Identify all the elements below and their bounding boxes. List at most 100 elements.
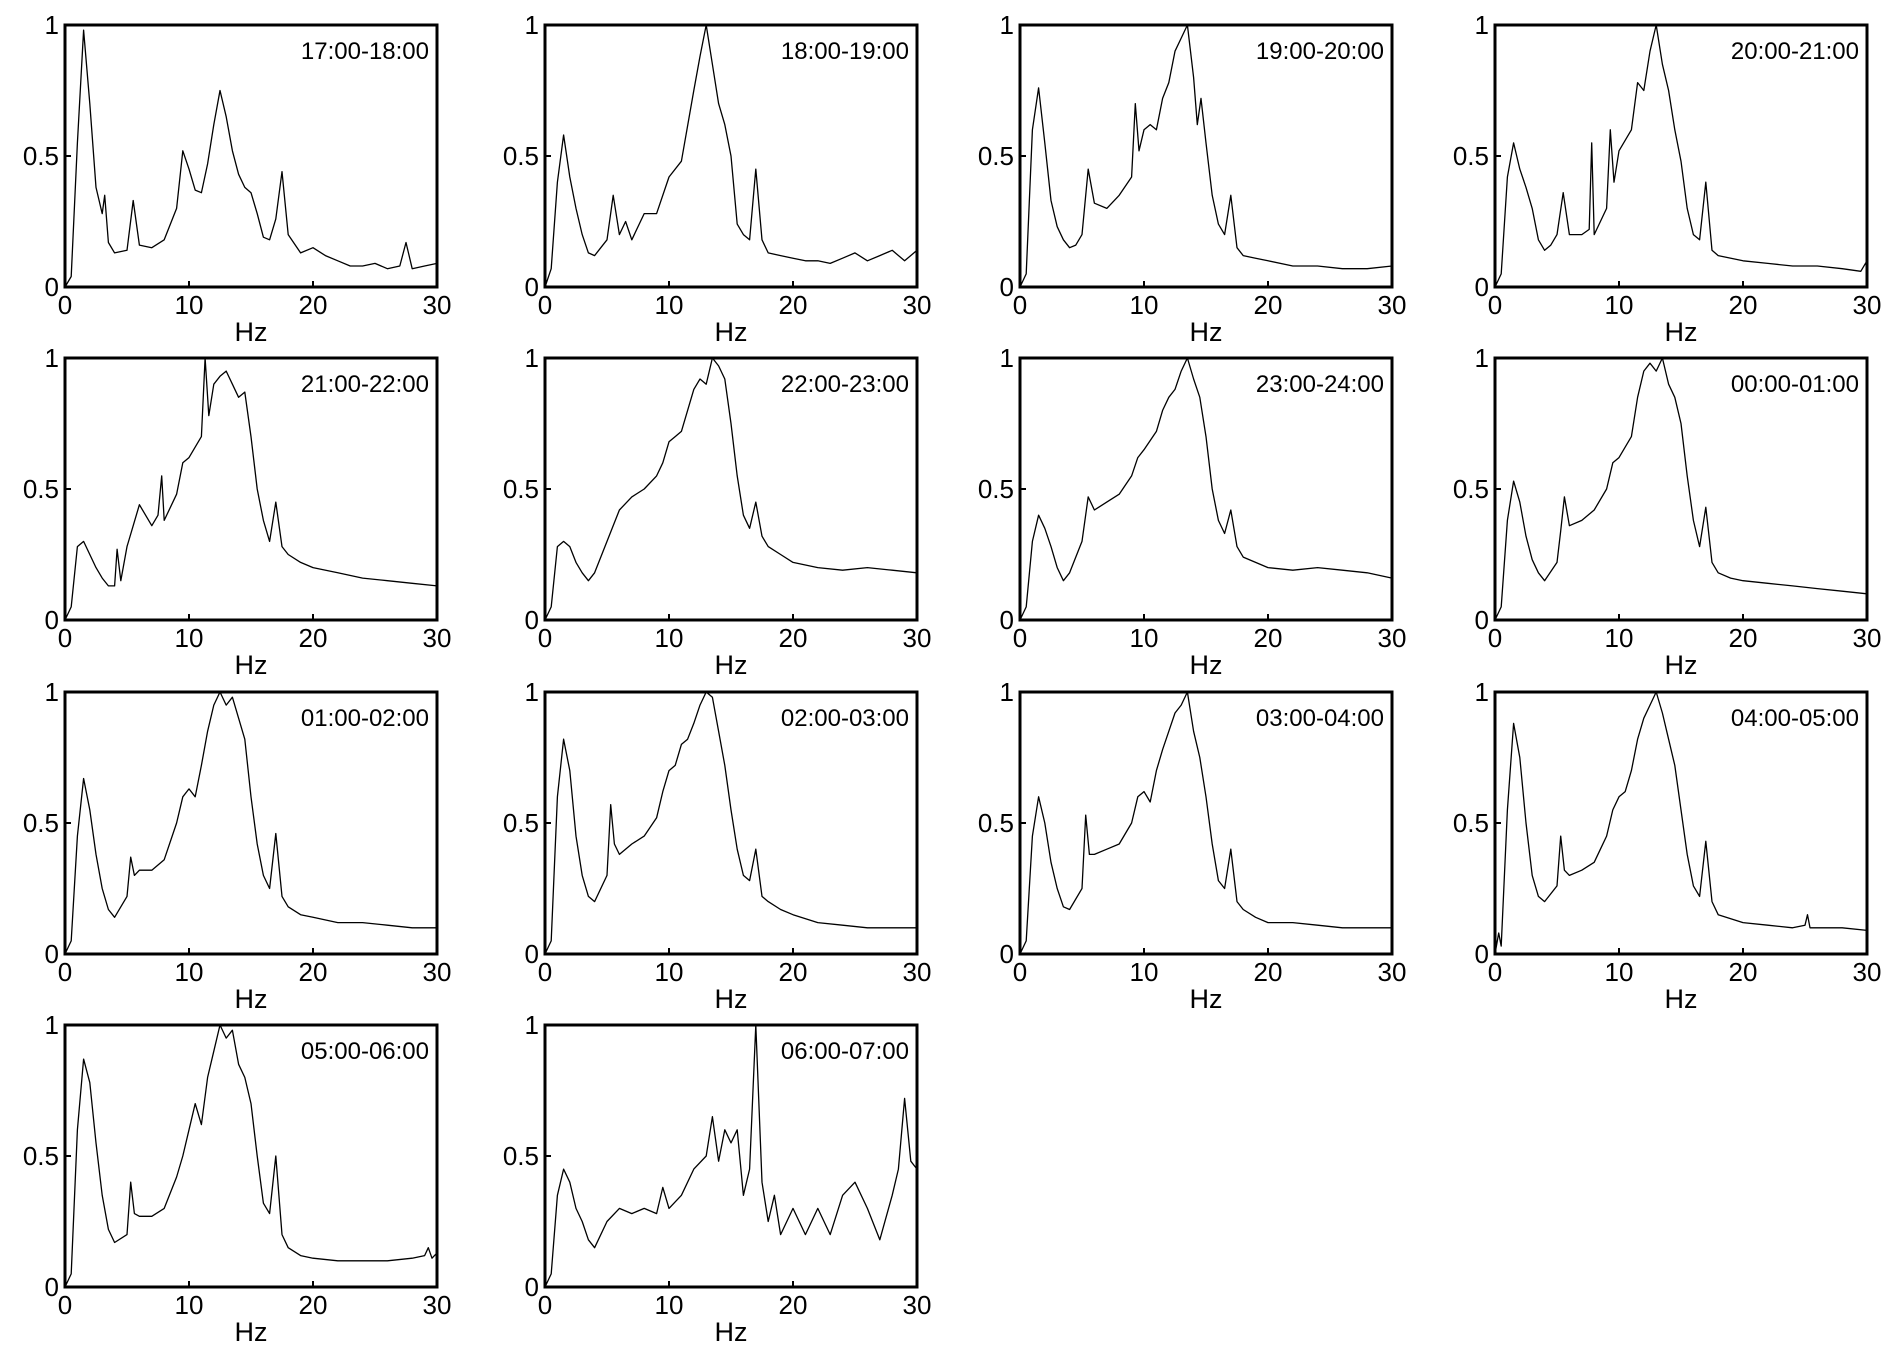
y-tick-label: 1 bbox=[525, 1010, 539, 1040]
x-tick-label: 10 bbox=[175, 623, 204, 653]
x-tick-label: 0 bbox=[1013, 623, 1027, 653]
y-tick-label: 0 bbox=[1475, 939, 1489, 969]
time-window-label: 00:00-01:00 bbox=[1731, 371, 1859, 398]
time-window-label: 19:00-20:00 bbox=[1256, 38, 1384, 65]
y-tick-label: 0.5 bbox=[23, 141, 59, 171]
spectrum-panel: 0 10 20 30 0 0.5 1 Hz 19:00-20:00 bbox=[978, 10, 1407, 347]
time-window-label: 20:00-21:00 bbox=[1731, 38, 1859, 65]
x-tick-label: 0 bbox=[538, 1290, 552, 1320]
x-tick-label: 20 bbox=[1729, 623, 1758, 653]
x-axis-label: Hz bbox=[715, 984, 748, 1014]
y-tick-label: 0 bbox=[525, 605, 539, 635]
x-axis-label: Hz bbox=[1665, 317, 1698, 347]
y-tick-label: 1 bbox=[45, 1010, 59, 1040]
spectrum-line bbox=[1019, 357, 1393, 621]
x-tick-label: 10 bbox=[1130, 623, 1159, 653]
x-axis-label: Hz bbox=[1665, 650, 1698, 680]
spectrum-line bbox=[544, 24, 918, 288]
spectrum-panel: 0 10 20 30 0 0.5 1 Hz 22:00-23:00 bbox=[503, 343, 932, 680]
y-tick-label: 0 bbox=[45, 1272, 59, 1302]
x-tick-label: 10 bbox=[175, 1290, 204, 1320]
x-tick-label: 0 bbox=[1488, 290, 1502, 320]
y-tick-label: 1 bbox=[45, 10, 59, 40]
y-tick-label: 0 bbox=[525, 272, 539, 302]
spectrum-line bbox=[1494, 24, 1868, 288]
y-tick-label: 0.5 bbox=[1453, 474, 1489, 504]
y-tick-label: 1 bbox=[525, 677, 539, 707]
x-tick-label: 0 bbox=[1013, 957, 1027, 987]
time-window-label: 23:00-24:00 bbox=[1256, 371, 1384, 398]
spectrum-panel: 0 10 20 30 0 0.5 1 Hz 23:00-24:00 bbox=[978, 343, 1407, 680]
x-tick-label: 30 bbox=[1853, 623, 1882, 653]
x-tick-label: 0 bbox=[1488, 623, 1502, 653]
time-window-label: 17:00-18:00 bbox=[301, 38, 429, 65]
y-tick-label: 1 bbox=[1475, 10, 1489, 40]
y-tick-label: 0.5 bbox=[503, 808, 539, 838]
x-tick-label: 10 bbox=[1130, 290, 1159, 320]
x-tick-label: 30 bbox=[1853, 957, 1882, 987]
spectrum-line bbox=[544, 691, 917, 955]
y-tick-label: 1 bbox=[1475, 677, 1489, 707]
x-tick-label: 30 bbox=[1853, 290, 1882, 320]
time-window-label: 18:00-19:00 bbox=[781, 38, 909, 65]
x-axis-label: Hz bbox=[235, 1317, 268, 1347]
spectrum-line bbox=[64, 1024, 438, 1288]
x-tick-label: 30 bbox=[903, 1290, 932, 1320]
x-tick-label: 30 bbox=[423, 957, 452, 987]
x-tick-label: 10 bbox=[1130, 957, 1159, 987]
x-tick-label: 20 bbox=[1729, 957, 1758, 987]
x-tick-label: 20 bbox=[299, 957, 328, 987]
x-tick-label: 20 bbox=[1254, 957, 1283, 987]
spectrum-panel: 0 10 20 30 0 0.5 1 Hz 18:00-19:00 bbox=[503, 10, 932, 347]
y-tick-label: 0.5 bbox=[503, 1141, 539, 1171]
x-tick-label: 0 bbox=[58, 957, 72, 987]
spectrum-panel: 0 10 20 30 0 0.5 1 Hz 01:00-02:00 bbox=[23, 677, 452, 1014]
time-window-label: 21:00-22:00 bbox=[301, 371, 429, 398]
x-tick-label: 30 bbox=[423, 623, 452, 653]
x-tick-label: 30 bbox=[1378, 957, 1407, 987]
x-tick-label: 20 bbox=[1254, 623, 1283, 653]
spectrum-panel: 0 10 20 30 0 0.5 1 Hz 02:00-03:00 bbox=[503, 677, 932, 1014]
spectrum-line bbox=[544, 1024, 918, 1288]
spectrum-line bbox=[64, 29, 438, 288]
y-tick-label: 0 bbox=[1000, 605, 1014, 635]
x-tick-label: 0 bbox=[538, 957, 552, 987]
x-axis-label: Hz bbox=[235, 650, 268, 680]
y-tick-label: 0 bbox=[1000, 939, 1014, 969]
x-tick-label: 10 bbox=[1605, 623, 1634, 653]
y-tick-label: 0 bbox=[525, 1272, 539, 1302]
x-axis-label: Hz bbox=[235, 984, 268, 1014]
y-tick-label: 0.5 bbox=[23, 1141, 59, 1171]
y-tick-label: 0 bbox=[525, 939, 539, 969]
y-tick-label: 0 bbox=[45, 605, 59, 635]
y-tick-label: 0 bbox=[1475, 272, 1489, 302]
x-tick-label: 20 bbox=[299, 1290, 328, 1320]
time-window-label: 01:00-02:00 bbox=[301, 705, 429, 732]
x-axis-label: Hz bbox=[235, 317, 268, 347]
x-tick-label: 20 bbox=[299, 623, 328, 653]
y-tick-label: 1 bbox=[1475, 343, 1489, 373]
x-tick-label: 20 bbox=[779, 957, 808, 987]
x-tick-label: 30 bbox=[903, 957, 932, 987]
x-tick-label: 20 bbox=[299, 290, 328, 320]
x-axis-label: Hz bbox=[1190, 650, 1223, 680]
x-tick-label: 20 bbox=[779, 1290, 808, 1320]
x-tick-label: 0 bbox=[58, 623, 72, 653]
x-axis-label: Hz bbox=[715, 1317, 748, 1347]
x-tick-label: 30 bbox=[903, 290, 932, 320]
x-tick-label: 10 bbox=[175, 290, 204, 320]
time-window-label: 02:00-03:00 bbox=[781, 705, 909, 732]
y-tick-label: 1 bbox=[1000, 343, 1014, 373]
y-tick-label: 0.5 bbox=[1453, 141, 1489, 171]
y-tick-label: 0.5 bbox=[978, 141, 1014, 171]
x-tick-label: 0 bbox=[1013, 290, 1027, 320]
y-tick-label: 0.5 bbox=[503, 474, 539, 504]
x-axis-label: Hz bbox=[1665, 984, 1698, 1014]
x-axis-label: Hz bbox=[1190, 317, 1223, 347]
y-tick-label: 0.5 bbox=[503, 141, 539, 171]
spectrum-panel: 0 10 20 30 0 0.5 1 Hz 05:00-06:00 bbox=[23, 1010, 452, 1347]
spectrum-line bbox=[64, 691, 437, 955]
x-tick-label: 10 bbox=[655, 957, 684, 987]
y-tick-label: 0.5 bbox=[23, 808, 59, 838]
